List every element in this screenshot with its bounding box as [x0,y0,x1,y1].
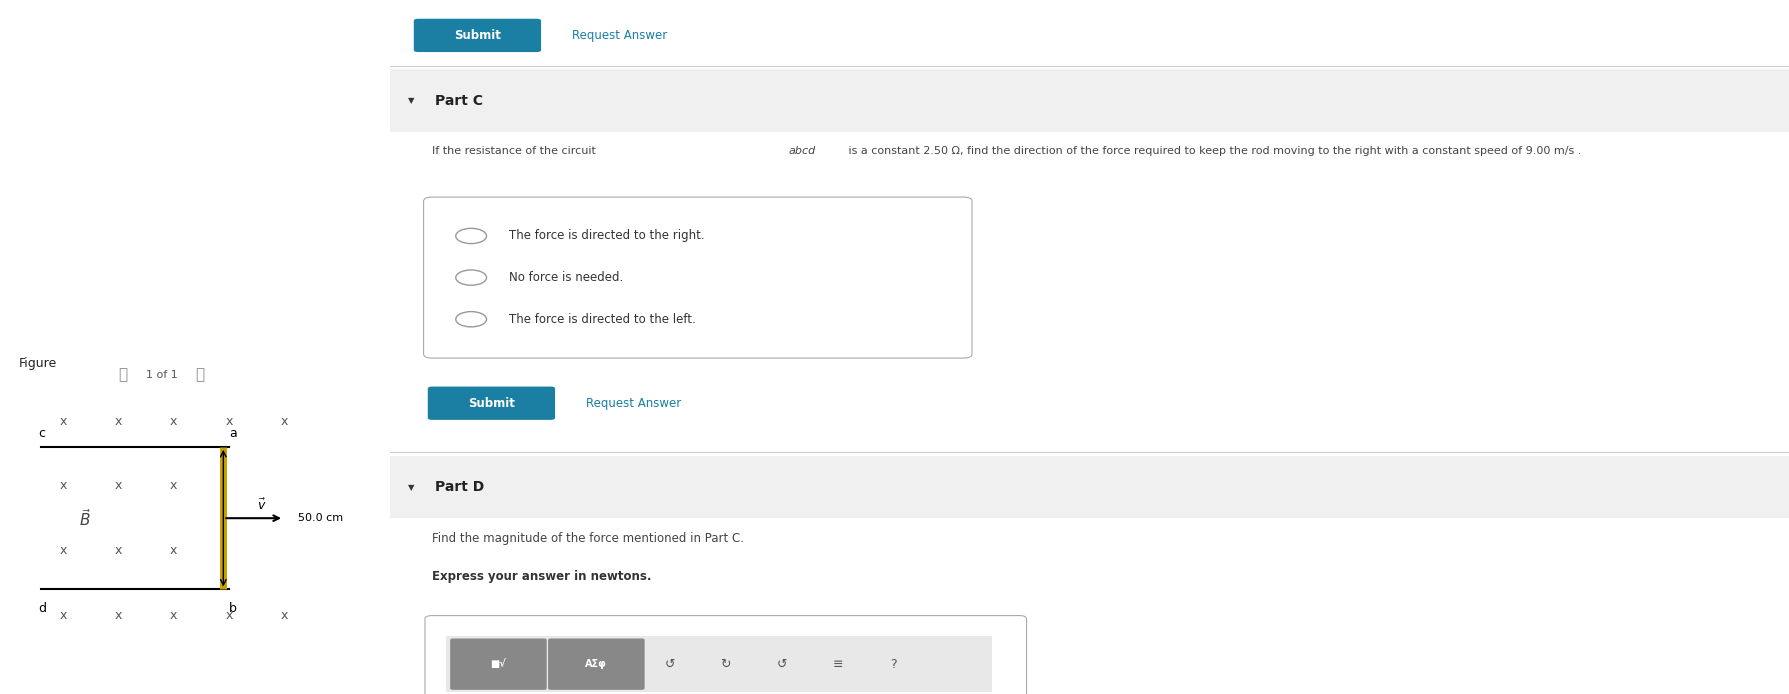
Text: 〉: 〉 [195,367,204,382]
FancyBboxPatch shape [390,456,1789,518]
Text: x: x [170,414,177,428]
Text: x: x [281,609,288,622]
FancyBboxPatch shape [428,387,555,420]
Text: Part D: Part D [435,480,485,494]
Text: x: x [114,544,122,557]
Text: ↻: ↻ [721,658,732,670]
Text: Submit: Submit [469,397,515,409]
Text: Figure: Figure [20,357,57,371]
Text: $\vec{v}$: $\vec{v}$ [258,498,267,513]
Text: AΣφ: AΣφ [585,659,606,669]
Text: x: x [281,414,288,428]
Text: Request Answer: Request Answer [572,29,667,42]
Text: ?: ? [891,658,896,670]
FancyBboxPatch shape [445,636,991,692]
Text: $\vec{B}$: $\vec{B}$ [79,508,91,529]
FancyBboxPatch shape [413,19,540,52]
Text: If the resistance of the circuit: If the resistance of the circuit [431,146,599,155]
Text: x: x [170,544,177,557]
Text: abcd: abcd [789,146,816,155]
FancyBboxPatch shape [426,616,1027,694]
Text: x: x [114,480,122,492]
FancyBboxPatch shape [424,197,971,358]
Text: ▼: ▼ [408,96,415,105]
Text: Submit: Submit [454,29,501,42]
Text: x: x [225,609,233,622]
Text: x: x [59,544,66,557]
Text: is a constant 2.50 Ω, find the direction of the force required to keep the rod m: is a constant 2.50 Ω, find the direction… [844,146,1581,155]
Text: a: a [229,428,236,441]
Text: The force is directed to the right.: The force is directed to the right. [508,230,705,242]
Text: x: x [114,609,122,622]
FancyBboxPatch shape [451,638,547,690]
Text: No force is needed.: No force is needed. [508,271,623,284]
Text: Express your answer in newtons.: Express your answer in newtons. [431,570,651,584]
Text: 50.0 cm: 50.0 cm [297,513,343,523]
Text: x: x [225,414,233,428]
Text: ■√: ■√ [490,659,506,669]
Text: x: x [170,480,177,492]
Text: ▼: ▼ [408,483,415,491]
Text: ≡: ≡ [832,658,843,670]
Text: x: x [114,414,122,428]
Text: d: d [39,602,47,616]
Text: Find the magnitude of the force mentioned in Part C.: Find the magnitude of the force mentione… [431,532,744,545]
Text: x: x [59,609,66,622]
Text: The force is directed to the left.: The force is directed to the left. [508,313,696,325]
FancyBboxPatch shape [547,638,644,690]
Text: x: x [59,480,66,492]
Text: c: c [39,428,45,441]
Text: x: x [59,414,66,428]
Text: ↺: ↺ [776,658,787,670]
Text: 〈: 〈 [118,367,127,382]
Text: ↺: ↺ [664,658,674,670]
Text: b: b [229,602,236,616]
Text: Request Answer: Request Answer [585,397,682,409]
FancyBboxPatch shape [390,69,1789,132]
Text: x: x [170,609,177,622]
Text: 1 of 1: 1 of 1 [145,370,177,380]
Text: Part C: Part C [435,94,483,108]
